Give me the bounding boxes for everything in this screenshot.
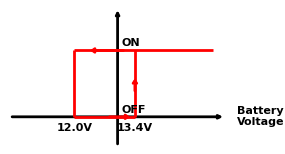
Text: 12.0V: 12.0V xyxy=(56,124,92,134)
Text: ON: ON xyxy=(121,38,140,49)
Text: 13.4V: 13.4V xyxy=(117,124,153,134)
Text: Battery
Voltage: Battery Voltage xyxy=(237,106,284,127)
Text: OFF: OFF xyxy=(121,105,145,115)
